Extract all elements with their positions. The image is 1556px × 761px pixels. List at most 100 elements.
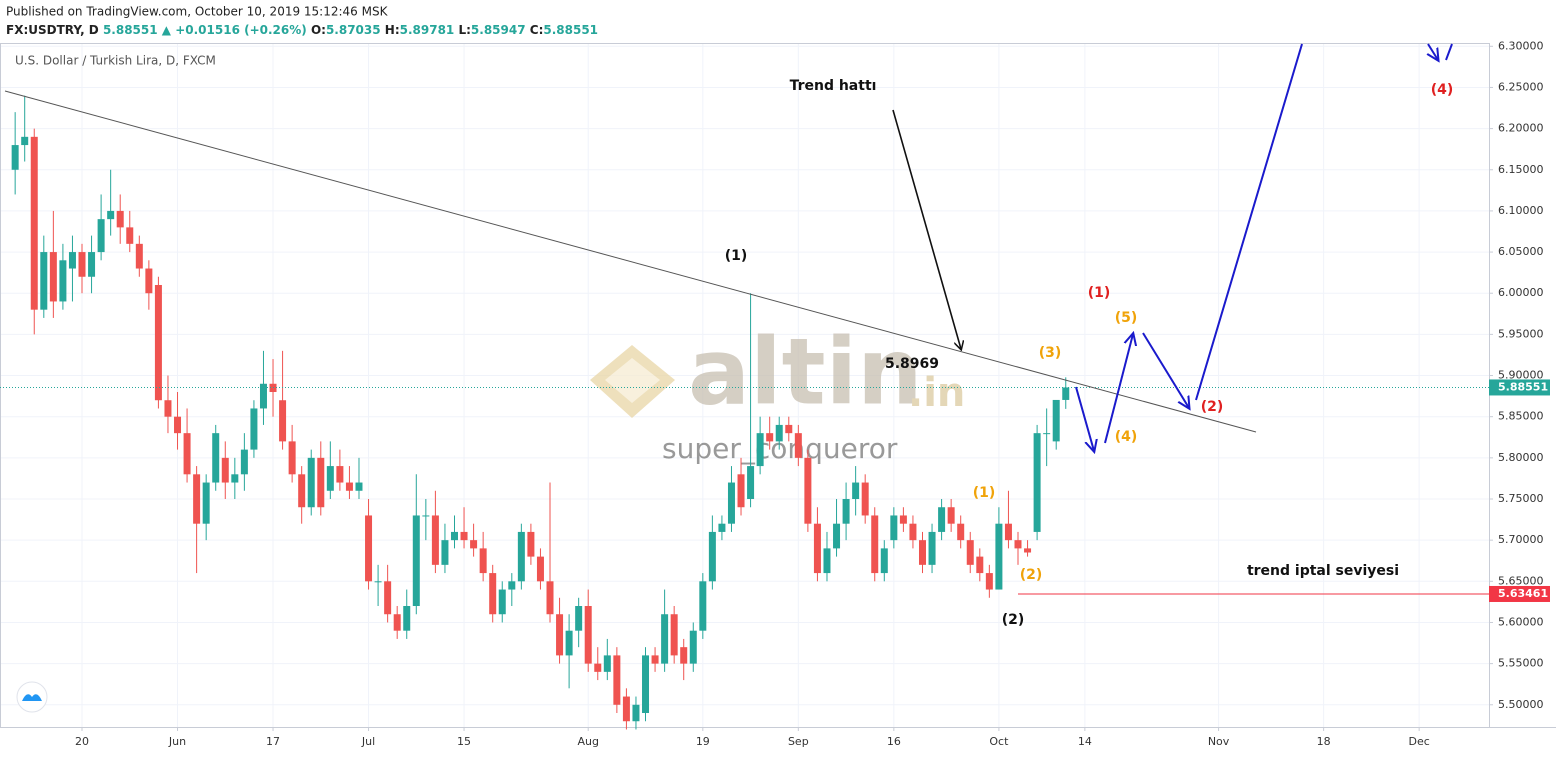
candle-body — [365, 515, 373, 582]
y-tick-label: 5.65000 — [1498, 574, 1544, 587]
y-tick-label: 5.55000 — [1498, 657, 1544, 670]
x-tick-label: Nov — [1208, 735, 1230, 748]
candle-body — [1033, 433, 1041, 532]
candle-body — [1062, 387, 1070, 400]
candle-body — [68, 252, 76, 269]
candle-body — [288, 441, 296, 475]
ohlc-key: H: — [385, 23, 400, 37]
candle-body — [508, 581, 516, 590]
candle-body — [804, 457, 812, 524]
y-tick-label: 6.00000 — [1498, 286, 1544, 299]
candle-body — [575, 606, 583, 631]
candle-body — [489, 573, 497, 615]
candle-body — [116, 210, 124, 228]
candle-body — [59, 260, 67, 302]
candle-body — [212, 433, 220, 483]
candle-body — [928, 531, 936, 565]
axes: 5.50000 5.55000 5.60000 5.65000 5.70000 5.750… — [75, 39, 1550, 748]
candle-body — [30, 136, 38, 310]
level-label: 5.63461 — [1498, 587, 1548, 600]
annotation: (2) — [1201, 399, 1224, 415]
candle-body — [775, 424, 783, 442]
candle-body — [279, 400, 287, 442]
y-tick-label: 5.75000 — [1498, 492, 1544, 505]
x-tick-label: Oct — [989, 735, 1009, 748]
last: 5.88551 — [103, 23, 158, 37]
y-tick-label: 5.85000 — [1498, 410, 1544, 423]
y-tick-label: 5.80000 — [1498, 451, 1544, 464]
symbol-line: FX:USDTRY, D 5.88551 ▲ +0.01516 (+0.26%)… — [6, 23, 598, 37]
candle-body — [49, 252, 57, 302]
candle-body — [899, 515, 907, 524]
candle-body — [632, 704, 640, 722]
candle-body — [307, 457, 315, 508]
candle-body — [766, 433, 774, 442]
wave-arrow — [1075, 386, 1094, 451]
symbol: FX:USDTRY, D — [6, 23, 99, 37]
candle-body — [183, 433, 191, 475]
candle-body — [594, 663, 602, 672]
candle-body — [174, 416, 182, 434]
candle-body — [584, 606, 592, 664]
candle-body — [680, 647, 688, 664]
candle-body — [747, 466, 755, 499]
candle-body — [833, 523, 841, 549]
candle-body — [11, 145, 19, 170]
candle-body — [498, 589, 506, 615]
ohlc-value: 5.87035 — [326, 23, 381, 37]
candle-body — [154, 284, 162, 401]
chart-title: U.S. Dollar / Turkish Lira, D, FXCM — [15, 54, 216, 68]
candle-body — [603, 655, 611, 672]
watermark: altin .in super_conqueror — [590, 318, 965, 465]
candle-body — [1024, 548, 1032, 553]
candle-body — [756, 433, 764, 467]
candle-body — [708, 531, 716, 582]
candle-body — [966, 540, 974, 565]
candle-body — [1052, 399, 1060, 442]
candle-body — [556, 614, 564, 656]
annotation: (1) — [725, 248, 748, 264]
last-price-label: 5.88551 — [1498, 380, 1548, 393]
last-price-tag — [1489, 379, 1550, 396]
candle-body — [670, 614, 678, 656]
watermark-brand: altin — [688, 318, 923, 425]
wave-arrow — [1428, 43, 1438, 60]
annotation: (2) — [1002, 612, 1025, 628]
ohlc-value: 5.89781 — [400, 23, 455, 37]
candle-body — [193, 474, 201, 524]
y-tick-label: 5.70000 — [1498, 533, 1544, 546]
candle-body — [957, 523, 965, 541]
candle-body — [890, 515, 898, 541]
candle-body — [842, 499, 850, 524]
candle-body — [298, 474, 306, 508]
watermark-logo — [605, 358, 660, 403]
candle-body — [431, 515, 439, 565]
x-tick-label: Sep — [788, 735, 809, 748]
y-tick-label: 6.30000 — [1498, 39, 1544, 52]
candle-body — [97, 219, 105, 253]
candle-body — [699, 581, 707, 631]
candle-body — [412, 515, 420, 607]
candle-body — [240, 449, 248, 475]
annotation: (4) — [1115, 429, 1138, 445]
candle-body — [88, 252, 96, 277]
change: ▲ +0.01516 (+0.26%) — [162, 23, 307, 37]
annotation: Trend hattı — [790, 78, 877, 94]
candle-body — [126, 227, 134, 244]
candle-body — [995, 523, 1003, 590]
candle-body — [661, 614, 669, 664]
candle-body — [1043, 433, 1051, 435]
candle-body — [861, 482, 869, 516]
candle-body — [871, 515, 879, 574]
candle-body — [1014, 540, 1022, 549]
annotation: (5) — [1115, 310, 1138, 326]
candle-body — [785, 424, 793, 434]
arrow — [892, 109, 961, 349]
candle-body — [250, 408, 258, 450]
y-tick-label: 6.20000 — [1498, 122, 1544, 135]
x-tick-label: 19 — [696, 735, 710, 748]
candle-body — [345, 482, 353, 491]
ohlc-value: 5.88551 — [543, 23, 598, 37]
candle-body — [613, 655, 621, 705]
